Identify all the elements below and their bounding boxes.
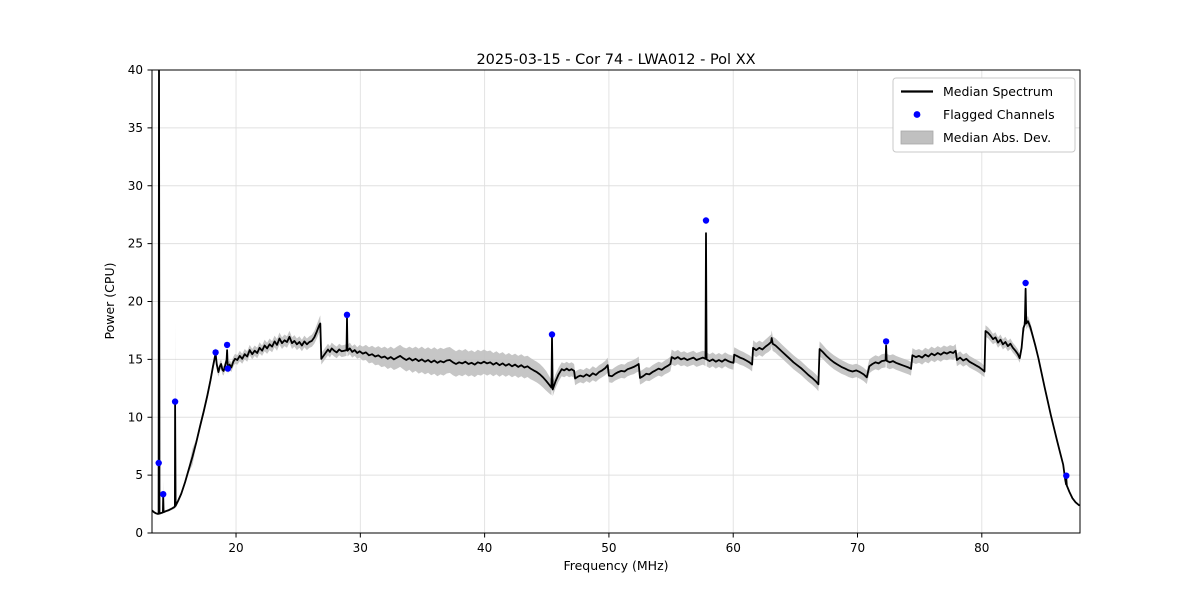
chart-title: 2025-03-15 - Cor 74 - LWA012 - Pol XX bbox=[476, 52, 755, 68]
y-tick-label: 25 bbox=[128, 237, 143, 251]
legend-label-median-abs-dev: Median Abs. Dev. bbox=[943, 130, 1051, 145]
flagged-channel-dot bbox=[155, 459, 162, 467]
flagged-channel-dot bbox=[212, 349, 219, 356]
x-tick-label: 60 bbox=[726, 541, 741, 555]
x-axis-label: Frequency (MHz) bbox=[563, 558, 668, 573]
flagged-channel-dot bbox=[548, 331, 556, 338]
x-tick-label: 40 bbox=[477, 541, 492, 555]
x-tick-label: 20 bbox=[228, 541, 243, 555]
y-tick-label: 20 bbox=[128, 295, 143, 309]
y-tick-label: 35 bbox=[128, 121, 143, 135]
flagged-channel-dot bbox=[171, 398, 179, 405]
legend-band-sample bbox=[900, 130, 934, 145]
flagged-channel-dot bbox=[702, 217, 710, 224]
flagged-channel-dot bbox=[223, 341, 231, 349]
flagged-channel-dot bbox=[160, 491, 167, 498]
x-tick-label: 70 bbox=[850, 541, 865, 555]
legend-dot-sample bbox=[913, 111, 921, 118]
x-tick-label: 50 bbox=[601, 541, 616, 555]
flagged-channel-dot bbox=[1063, 472, 1070, 479]
median-spectrum-line bbox=[152, 70, 1080, 515]
legend-label-median-spectrum: Median Spectrum bbox=[943, 84, 1053, 99]
legend-label-flagged-channels: Flagged Channels bbox=[943, 107, 1055, 122]
legend-box bbox=[892, 77, 1076, 153]
y-tick-label: 10 bbox=[128, 410, 143, 424]
flagged-channel-dot bbox=[224, 365, 231, 372]
flagged-channel-dot bbox=[343, 311, 351, 318]
y-tick-label: 0 bbox=[135, 526, 143, 540]
x-tick-label: 80 bbox=[974, 541, 989, 555]
y-tick-label: 5 bbox=[135, 468, 143, 482]
x-tick-label: 30 bbox=[353, 541, 368, 555]
legend: Median Spectrum Flagged Channels Median … bbox=[892, 77, 1076, 153]
flagged-channel-dot bbox=[1022, 279, 1029, 287]
y-tick-label: 30 bbox=[128, 179, 143, 193]
grid bbox=[152, 69, 1080, 534]
flagged-channel-dot bbox=[882, 338, 890, 345]
y-axis-label: Power (CPU) bbox=[102, 263, 117, 340]
y-tick-label: 40 bbox=[128, 63, 143, 77]
y-tick-label: 15 bbox=[128, 352, 143, 366]
